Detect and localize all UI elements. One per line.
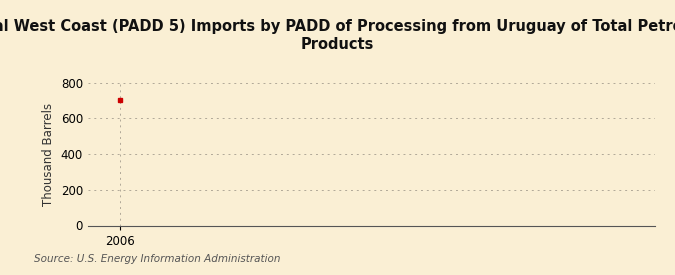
Y-axis label: Thousand Barrels: Thousand Barrels [42, 103, 55, 206]
Text: Annual West Coast (PADD 5) Imports by PADD of Processing from Uruguay of Total P: Annual West Coast (PADD 5) Imports by PA… [0, 19, 675, 52]
Text: Source: U.S. Energy Information Administration: Source: U.S. Energy Information Administ… [34, 254, 280, 264]
